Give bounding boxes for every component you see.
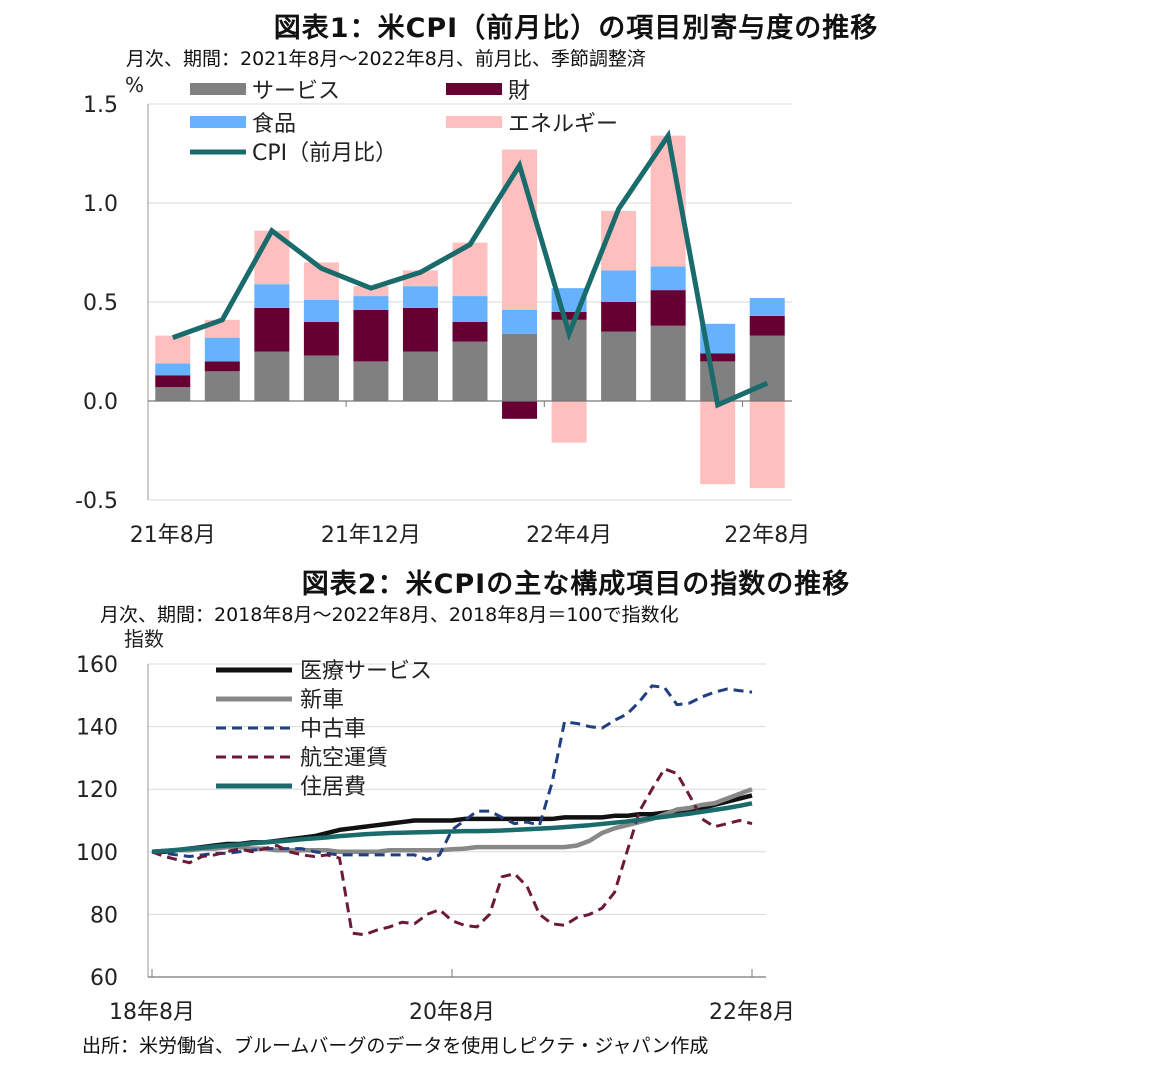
bar-segment [353, 296, 389, 310]
legend-swatch [190, 116, 246, 128]
bar-segment [551, 401, 587, 443]
bar-segment [551, 311, 587, 320]
bar-segment [601, 331, 637, 401]
y-axis-label: % [125, 73, 144, 97]
bar-segment [650, 266, 686, 291]
y-tick-label: 60 [90, 966, 118, 991]
bar-segment [303, 355, 339, 401]
legend-swatch [446, 116, 502, 128]
legend-label: 住居費 [300, 775, 366, 800]
chart2-title: 図表2：米CPIの主な構成項目の指数の推移 [301, 569, 851, 600]
legend-label: 医療サービス [300, 659, 432, 684]
y-tick-label: 1.5 [83, 93, 118, 118]
cpi-line [171, 129, 769, 409]
y-tick-label: -0.5 [75, 489, 118, 514]
chart2-plot: 160 140 120 100 80 60 指数 18年8月 20年8月 22年8月 医療サービス新… [76, 627, 795, 1025]
bar-segment [254, 307, 290, 352]
bar-segment [155, 375, 191, 388]
bar-segment [502, 401, 538, 419]
bar-segment [155, 335, 191, 364]
bar-segment [204, 337, 240, 362]
bar-segment [502, 333, 538, 401]
legend-label: 新車 [300, 688, 344, 713]
y-tick-label: 1.0 [83, 192, 118, 217]
series-line [151, 684, 753, 862]
legend-label: 中古車 [300, 717, 366, 742]
x-tick-label: 21年8月 [130, 523, 216, 548]
y-tick-label: 140 [76, 716, 118, 741]
y-axis-label: 指数 [124, 627, 164, 651]
y-tick-label: 0.0 [83, 390, 118, 415]
bar-segment [452, 321, 488, 342]
bar-segment [502, 149, 538, 310]
legend-label: エネルギー [508, 112, 618, 137]
x-tick-label: 22年8月 [724, 523, 810, 548]
bar-segment [254, 284, 290, 308]
bar-segment [601, 270, 637, 302]
chart1-subtitle: 月次、期間：2021年8月～2022年8月、前月比、季節調整済 [126, 48, 646, 70]
legend-label: サービス [252, 79, 340, 104]
series-line [151, 801, 753, 855]
bar-segment [749, 401, 785, 489]
bar-segment [402, 351, 438, 401]
bar-segment [303, 321, 339, 356]
bar-segment [749, 315, 785, 336]
bar-segment [700, 401, 736, 485]
x-tick-label: 18年8月 [109, 1000, 195, 1025]
x-tick-label: 21年12月 [321, 523, 421, 548]
bar-segment [204, 371, 240, 401]
x-tick-label: 22年8月 [709, 1000, 795, 1025]
chart1-plot: 1.5 1.0 0.5 0.0 -0.5% 21年8月 21年12月 22年4月 22年8月 サー… [75, 73, 810, 548]
bar-segment [353, 286, 389, 297]
chart2-subtitle: 月次、期間：2018年8月～2022年8月、2018年8月＝100で指数化 [100, 604, 679, 626]
x-tick-label: 22年4月 [526, 523, 612, 548]
bar-segment [650, 290, 686, 326]
legend-swatch [446, 83, 502, 95]
bar-segment [402, 307, 438, 352]
chart1-title: 図表1：米CPI（前月比）の項目別寄与度の推移 [273, 13, 879, 44]
bar-segment [650, 325, 686, 401]
bar-segment [303, 300, 339, 322]
bar-segment [204, 361, 240, 372]
source-note: 出所：米労働省、ブルームバーグのデータを使用しピクテ・ジャパン作成 [82, 1035, 709, 1057]
bar-segment [254, 351, 290, 401]
legend-label: 財 [508, 79, 530, 104]
bar-segment [700, 353, 736, 362]
series-line [151, 767, 753, 937]
legend-label: 食品 [252, 112, 296, 137]
bar-segment [155, 363, 191, 376]
bar-segment [452, 341, 488, 401]
bar-segment [353, 361, 389, 401]
bar-segment [353, 309, 389, 362]
legend-label: 航空運賃 [300, 746, 388, 771]
bar-segment [452, 296, 488, 322]
legend-label: CPI（前月比） [252, 141, 397, 166]
y-tick-label: 0.5 [83, 291, 118, 316]
bar-segment [601, 302, 637, 332]
bar-segment [402, 286, 438, 308]
bar-segment [749, 298, 785, 316]
bar-segment [155, 387, 191, 401]
legend-swatch [190, 83, 246, 95]
x-tick-label: 20年8月 [409, 1000, 495, 1025]
y-tick-label: 100 [76, 841, 118, 866]
bar-segment [502, 309, 538, 334]
y-tick-label: 160 [76, 653, 118, 678]
y-tick-label: 80 [90, 903, 118, 928]
y-tick-label: 120 [76, 778, 118, 803]
